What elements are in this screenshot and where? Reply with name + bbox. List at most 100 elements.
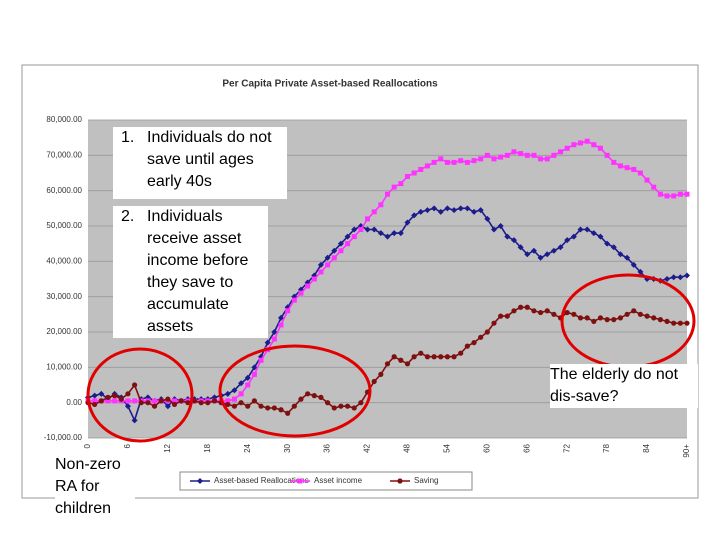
marker bbox=[677, 274, 684, 281]
marker bbox=[125, 391, 131, 397]
marker bbox=[491, 156, 497, 162]
marker bbox=[318, 394, 324, 400]
marker bbox=[351, 226, 358, 233]
marker bbox=[571, 142, 577, 148]
marker bbox=[451, 159, 457, 165]
marker bbox=[504, 313, 510, 319]
marker bbox=[298, 396, 304, 402]
marker bbox=[165, 396, 171, 402]
marker bbox=[231, 396, 237, 402]
marker bbox=[537, 254, 544, 261]
marker bbox=[578, 140, 584, 146]
legend-marker bbox=[397, 478, 403, 484]
marker bbox=[271, 336, 277, 342]
marker bbox=[511, 149, 517, 155]
marker bbox=[291, 403, 297, 409]
legend-marker bbox=[197, 478, 203, 484]
annotation-text: Individuals receive asset income before … bbox=[147, 208, 249, 335]
marker bbox=[484, 152, 490, 158]
marker bbox=[251, 398, 257, 404]
marker bbox=[211, 398, 218, 404]
marker bbox=[544, 251, 551, 258]
marker bbox=[338, 248, 344, 254]
marker bbox=[404, 361, 411, 367]
marker bbox=[331, 405, 337, 411]
marker bbox=[437, 208, 444, 215]
marker bbox=[591, 142, 597, 148]
marker bbox=[298, 290, 304, 296]
marker bbox=[657, 191, 663, 197]
marker bbox=[344, 233, 351, 240]
marker bbox=[684, 320, 690, 326]
annotation-number: 2. bbox=[121, 208, 135, 225]
marker bbox=[138, 400, 144, 406]
x-tick-label: 90+ bbox=[682, 444, 691, 458]
y-tick-label: 40,000.00 bbox=[46, 256, 82, 265]
marker bbox=[185, 400, 191, 406]
marker bbox=[537, 309, 544, 316]
marker bbox=[497, 223, 504, 229]
marker bbox=[98, 390, 105, 397]
marker bbox=[397, 230, 404, 237]
marker bbox=[604, 317, 610, 323]
y-tick-label: 70,000.00 bbox=[46, 150, 82, 159]
marker bbox=[371, 378, 377, 385]
marker bbox=[365, 216, 371, 222]
marker bbox=[152, 398, 158, 404]
marker bbox=[584, 138, 590, 144]
marker bbox=[358, 227, 364, 233]
marker bbox=[371, 226, 378, 233]
marker bbox=[637, 311, 644, 317]
marker bbox=[677, 320, 683, 326]
marker bbox=[451, 354, 457, 360]
marker bbox=[431, 354, 437, 360]
marker bbox=[238, 400, 244, 406]
y-tick-label: -10,000.00 bbox=[44, 433, 83, 442]
marker bbox=[464, 159, 470, 165]
marker bbox=[670, 274, 677, 281]
legend-label: Asset-based Reallocations bbox=[214, 476, 309, 485]
marker bbox=[544, 156, 550, 162]
marker bbox=[498, 313, 504, 319]
marker bbox=[151, 403, 158, 409]
marker bbox=[351, 405, 357, 411]
marker bbox=[577, 226, 584, 233]
marker bbox=[325, 262, 331, 268]
marker bbox=[610, 244, 617, 251]
marker bbox=[317, 261, 324, 268]
x-tick-label: 12 bbox=[163, 443, 172, 452]
marker bbox=[671, 193, 677, 199]
marker bbox=[677, 191, 683, 197]
legend: Asset-based Reallocations Asset income Sav… bbox=[190, 476, 438, 485]
marker bbox=[98, 398, 104, 404]
marker bbox=[584, 226, 591, 233]
marker bbox=[624, 165, 630, 171]
marker bbox=[172, 398, 178, 404]
marker bbox=[611, 159, 617, 165]
x-tick-label: 84 bbox=[642, 443, 651, 452]
marker bbox=[631, 166, 637, 172]
marker bbox=[92, 398, 98, 404]
marker bbox=[624, 311, 630, 317]
marker bbox=[371, 209, 377, 215]
x-tick-label: 18 bbox=[203, 443, 212, 452]
series bbox=[85, 304, 690, 416]
marker bbox=[132, 398, 138, 404]
marker bbox=[451, 207, 458, 214]
marker bbox=[510, 237, 517, 244]
marker bbox=[511, 308, 517, 314]
marker bbox=[438, 156, 444, 162]
marker bbox=[251, 364, 258, 371]
marker bbox=[558, 149, 564, 155]
marker bbox=[224, 390, 231, 397]
marker bbox=[391, 354, 397, 360]
marker bbox=[285, 410, 291, 416]
y-tick-label: 30,000.00 bbox=[46, 292, 82, 301]
marker bbox=[498, 154, 504, 160]
marker bbox=[305, 391, 311, 397]
marker bbox=[664, 318, 670, 324]
x-tick-label: 54 bbox=[443, 443, 452, 452]
marker bbox=[444, 159, 450, 165]
marker bbox=[518, 151, 524, 157]
marker bbox=[291, 297, 297, 303]
